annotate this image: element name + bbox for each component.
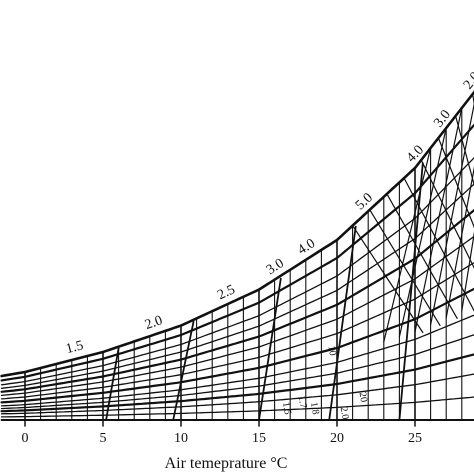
chart-grid [0, 93, 474, 421]
x-tick-label: 10 [174, 431, 188, 446]
rh-curve [0, 396, 474, 418]
diagonal-line [403, 177, 474, 312]
slanted-line [328, 225, 357, 421]
diagonal-line [414, 107, 463, 333]
rh-curve [0, 334, 474, 410]
curve-label: 1.5 [64, 338, 85, 357]
diagonal-line [445, 166, 474, 319]
x-tick-label: 15 [252, 431, 266, 446]
diagonal-line [430, 102, 474, 326]
inner-label: 1.7 [296, 395, 309, 409]
slanted-line [105, 347, 120, 421]
slanted-line [172, 320, 195, 421]
curve-label: 4.0 [404, 143, 427, 166]
diagonal-line [437, 137, 474, 229]
x-axis-label: Air temeprature °C [165, 455, 288, 472]
rh-curve [0, 314, 474, 407]
x-tick-label: 20 [330, 431, 344, 446]
x-tick-label: 25 [408, 431, 422, 446]
diagonal-line [369, 209, 441, 326]
diagonal-line [455, 115, 474, 187]
inner-label: 1.8 [308, 401, 321, 415]
x-tick-label: 5 [100, 431, 107, 446]
curve-label: 2.0 [143, 313, 164, 333]
rh-curve [0, 183, 474, 389]
diagonal-line [398, 127, 447, 338]
curve-label: 2.5 [215, 282, 237, 303]
saturation-curve [0, 90, 474, 378]
inner-label: 20 [357, 391, 370, 403]
rh-curve [0, 235, 474, 397]
diagonal-line [420, 159, 474, 269]
inner-label: 10 [325, 345, 338, 357]
curve-label: 2.0 [461, 69, 474, 92]
curve-label: 5.0 [353, 190, 376, 213]
rh-curve [0, 353, 474, 413]
diagonal-line [352, 225, 424, 334]
x-axis: 0 5 10 15 20 25 [0, 419, 474, 446]
diagonal-line [461, 231, 474, 312]
inner-label: 2.0 [338, 406, 351, 420]
inner-label: 1.5 [280, 401, 293, 415]
rh-curve [0, 123, 474, 382]
rh-curve [0, 373, 474, 415]
slanted-line [258, 277, 282, 421]
saturation-curve-group [0, 90, 474, 378]
x-tick-label: 0 [22, 431, 29, 446]
diagonal-line [386, 193, 458, 319]
rh-curve [0, 261, 474, 400]
diagonal-line [383, 147, 432, 343]
curve-label: 3.0 [431, 107, 454, 130]
